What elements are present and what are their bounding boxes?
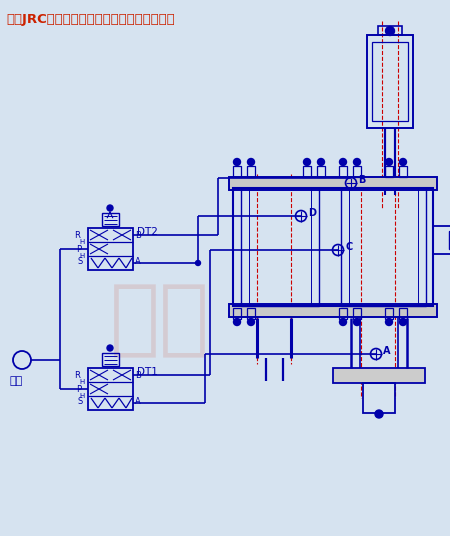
Text: H: H: [79, 239, 84, 245]
Bar: [303, 166, 311, 177]
Circle shape: [318, 159, 324, 166]
Bar: [367, 35, 413, 128]
Bar: [339, 308, 347, 319]
Text: 气源: 气源: [9, 376, 22, 386]
Bar: [333, 368, 425, 383]
Text: S: S: [78, 257, 83, 266]
Bar: [233, 308, 241, 319]
Text: 玖容: 玖容: [110, 279, 210, 361]
Bar: [353, 308, 361, 319]
Circle shape: [303, 159, 310, 166]
Bar: [349, 188, 418, 306]
Text: P: P: [76, 384, 81, 393]
Circle shape: [234, 159, 240, 166]
Bar: [317, 166, 325, 177]
Text: S: S: [78, 398, 83, 406]
Bar: [229, 304, 437, 317]
Bar: [88, 368, 133, 410]
Circle shape: [354, 159, 360, 166]
Circle shape: [375, 410, 383, 418]
Text: A: A: [135, 398, 141, 406]
Bar: [241, 188, 319, 306]
Text: B: B: [135, 230, 141, 240]
Bar: [88, 228, 133, 270]
Circle shape: [400, 318, 406, 325]
Bar: [449, 231, 450, 249]
Bar: [385, 308, 393, 319]
Bar: [102, 353, 119, 366]
Text: A: A: [383, 346, 391, 356]
Text: B: B: [135, 370, 141, 379]
Text: R: R: [74, 230, 80, 240]
Bar: [385, 166, 393, 177]
Bar: [247, 308, 255, 319]
Bar: [353, 166, 361, 177]
Text: B: B: [358, 175, 365, 185]
Bar: [339, 166, 347, 177]
Text: H: H: [79, 253, 84, 259]
Circle shape: [195, 260, 201, 265]
Circle shape: [107, 345, 113, 351]
Text: A: A: [135, 257, 141, 266]
Bar: [247, 166, 255, 177]
Bar: [102, 213, 119, 226]
Bar: [249, 188, 311, 306]
Circle shape: [386, 26, 395, 35]
Circle shape: [248, 318, 255, 325]
Text: D: D: [308, 208, 316, 218]
Circle shape: [386, 318, 392, 325]
Bar: [399, 166, 407, 177]
Text: C: C: [345, 242, 352, 252]
Text: P: P: [76, 244, 81, 254]
Circle shape: [107, 205, 113, 211]
Bar: [433, 226, 450, 254]
Bar: [229, 177, 437, 190]
Bar: [378, 26, 402, 35]
Circle shape: [234, 318, 240, 325]
Bar: [372, 42, 408, 121]
Text: H: H: [79, 393, 84, 399]
Circle shape: [400, 159, 406, 166]
Bar: [233, 166, 241, 177]
Text: DT2: DT2: [137, 227, 158, 237]
Text: 玖容JRC总行程可调型气液增压缸气路连接图: 玖容JRC总行程可调型气液增压缸气路连接图: [6, 13, 175, 26]
Circle shape: [386, 159, 392, 166]
Bar: [363, 383, 395, 413]
Text: R: R: [74, 370, 80, 379]
Bar: [341, 188, 426, 306]
Text: H: H: [79, 379, 84, 385]
Circle shape: [339, 318, 346, 325]
Circle shape: [354, 318, 360, 325]
Circle shape: [248, 159, 255, 166]
Bar: [233, 188, 433, 306]
Text: DT1: DT1: [137, 367, 158, 377]
Bar: [399, 308, 407, 319]
Circle shape: [339, 159, 346, 166]
